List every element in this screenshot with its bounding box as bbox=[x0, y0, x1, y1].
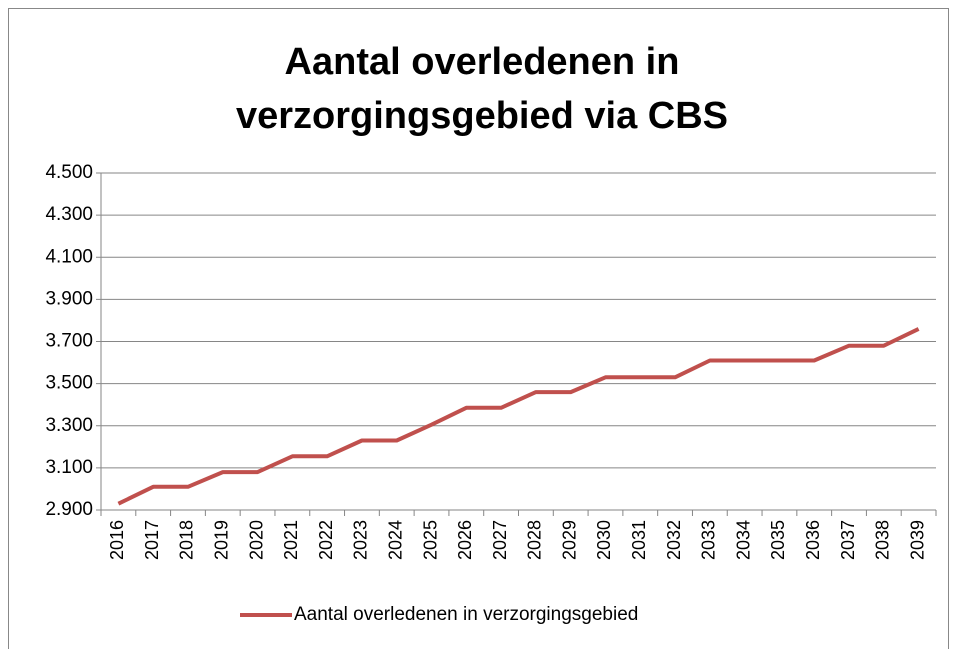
x-tick-label: 2017 bbox=[142, 520, 162, 560]
x-tick-label: 2025 bbox=[420, 520, 440, 560]
x-tick-label: 2028 bbox=[525, 520, 545, 560]
x-tick-label: 2035 bbox=[768, 520, 788, 560]
x-tick-label: 2031 bbox=[629, 520, 649, 560]
x-tick-label: 2023 bbox=[351, 520, 371, 560]
chart-frame bbox=[8, 8, 949, 649]
x-tick-label: 2034 bbox=[733, 520, 753, 560]
y-tick-label: 2.900 bbox=[45, 499, 93, 520]
y-tick-label: 3.100 bbox=[45, 457, 93, 478]
x-tick-label: 2030 bbox=[594, 520, 614, 560]
y-tick-label: 4.500 bbox=[45, 162, 93, 183]
x-tick-label: 2033 bbox=[699, 520, 719, 560]
y-tick-label: 4.100 bbox=[45, 246, 93, 267]
x-tick-label: 2037 bbox=[838, 520, 858, 560]
x-tick-label: 2027 bbox=[490, 520, 510, 560]
chart-title: verzorgingsgebied via CBS bbox=[236, 95, 728, 137]
y-tick-label: 3.900 bbox=[45, 288, 93, 309]
legend-label: Aantal overledenen in verzorgingsgebied bbox=[294, 604, 638, 625]
x-tick-label: 2038 bbox=[873, 520, 893, 560]
x-tick-label: 2026 bbox=[455, 520, 475, 560]
y-tick-label: 4.300 bbox=[45, 204, 93, 225]
x-tick-label: 2020 bbox=[246, 520, 266, 560]
data-line bbox=[117, 327, 920, 506]
x-tick-label: 2032 bbox=[664, 520, 684, 560]
x-tick-label: 2021 bbox=[281, 520, 301, 560]
x-tick-label: 2029 bbox=[559, 520, 579, 560]
y-tick-label: 3.700 bbox=[45, 331, 93, 352]
y-tick-label: 3.500 bbox=[45, 373, 93, 394]
x-tick-label: 2036 bbox=[803, 520, 823, 560]
chart-title: Aantal overledenen in bbox=[285, 41, 680, 83]
x-tick-label: 2039 bbox=[907, 520, 927, 560]
y-tick-label: 3.300 bbox=[45, 415, 93, 436]
x-tick-label: 2019 bbox=[212, 520, 232, 560]
x-tick-label: 2018 bbox=[177, 520, 197, 560]
x-tick-label: 2024 bbox=[385, 520, 405, 560]
x-tick-label: 2016 bbox=[107, 520, 127, 560]
x-tick-label: 2022 bbox=[316, 520, 336, 560]
